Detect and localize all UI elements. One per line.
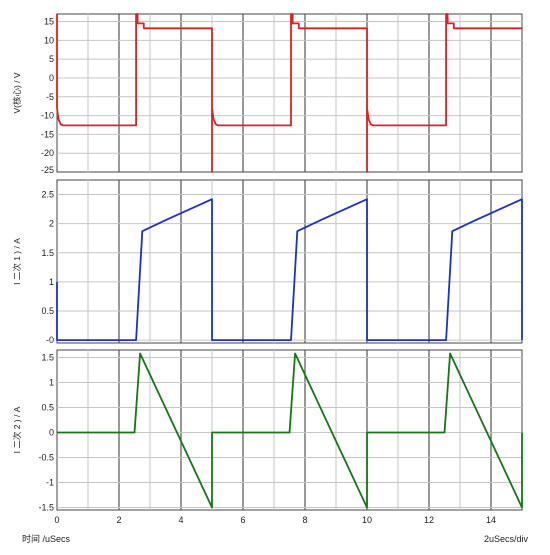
y-axis-label: V(核心) / V [12,72,22,113]
series-line [56,13,522,173]
y-tick-label: 2 [49,219,54,229]
y-tick-label: 15 [44,17,54,27]
y-tick-label: -25 [41,165,54,175]
x-tick-label: 2 [116,515,121,525]
y-tick-label: 1.5 [41,353,54,363]
panel-bottom: 1.5 1 0.5 0 -0.5 -1 -1.5 I 二次 2 ) / A 0 2 4 6 8 10 12 1… [12,349,523,525]
y-tick-label: 5 [49,54,54,64]
panel-middle: 2.5 2 1.5 1 0.5 -0 I 二次 1 ) / A [12,179,523,345]
x-tick-label: 12 [424,515,434,525]
y-tick-label: -20 [41,148,54,158]
timebase-label: 2uSecs/div [484,534,529,544]
x-tick-label: 10 [362,515,372,525]
y-tick-label: 0 [49,428,54,438]
y-tick-label: 10 [44,35,54,45]
x-tick-label: 14 [486,515,496,525]
y-tick-label: -0 [46,335,54,345]
y-tick-label: 1.5 [41,248,54,258]
y-tick-label: 1 [49,378,54,388]
y-tick-label: -0.5 [38,453,54,463]
panel-top: 15 10 5 0 -5 -10 -15 -20 -25 V(核心) / V [12,13,523,175]
y-axis-label: I 二次 2 ) / A [12,406,22,453]
series-line [57,352,523,509]
x-tick-label: 8 [302,515,307,525]
y-tick-label: -15 [41,129,54,139]
y-axis-label: I 二次 1 ) / A [12,238,22,285]
x-tick-label: 6 [240,515,245,525]
x-tick-label: 0 [54,515,59,525]
y-tick-label: -1.5 [38,503,54,513]
y-tick-label: 0.5 [41,403,54,413]
plot-frame [56,13,523,173]
x-axis-label: 时间 /uSecs [22,533,71,544]
y-tick-label: -5 [46,92,54,102]
y-tick-label: 0.5 [41,306,54,316]
plot-frame [56,179,523,344]
y-tick-label: 0 [49,73,54,83]
y-tick-label: 2.5 [41,190,54,200]
series-line [56,198,523,341]
y-tick-label: -1 [46,478,54,488]
y-tick-label: 1 [49,277,54,287]
x-tick-label: 4 [178,515,183,525]
y-tick-label: -10 [41,111,54,121]
